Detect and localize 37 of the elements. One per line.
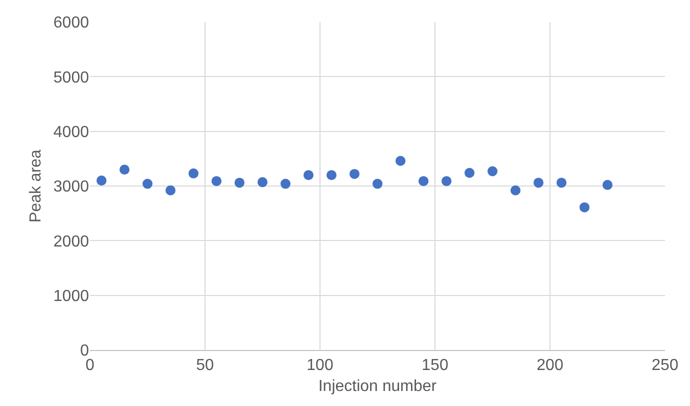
point [188,168,198,178]
y-axis-title: Peak area [27,149,44,222]
point [212,176,222,186]
point [580,202,590,212]
y-tick-label: 1000 [53,288,90,305]
y-tick-label: 6000 [53,14,90,32]
x-tick-label: 100 [306,357,334,374]
point [396,156,406,166]
point [534,178,544,188]
point [280,178,290,189]
point [120,164,130,175]
y-tick-label: 2000 [53,233,90,250]
point [166,185,176,196]
y-tick-label: 4000 [53,124,90,141]
point [442,176,452,186]
point [556,178,566,188]
point [142,178,152,189]
x-tick-label: 150 [422,357,448,374]
point [258,177,268,188]
point [602,180,612,190]
y-tick-label: 0 [80,342,90,360]
point [372,178,382,189]
point [418,176,428,186]
point [464,168,474,178]
point [326,170,336,180]
y-tick-label: 5000 [53,69,90,86]
y-tick-label: 3000 [53,178,90,196]
point [234,178,244,188]
point [96,176,106,186]
point [350,168,360,179]
x-tick-label: 200 [536,357,564,374]
x-axis-title: Injection number [318,378,438,395]
point [488,166,498,176]
x-tick-label: 50 [196,357,214,374]
x-tick-label: 250 [652,357,678,374]
point [510,185,520,196]
point [304,170,314,180]
